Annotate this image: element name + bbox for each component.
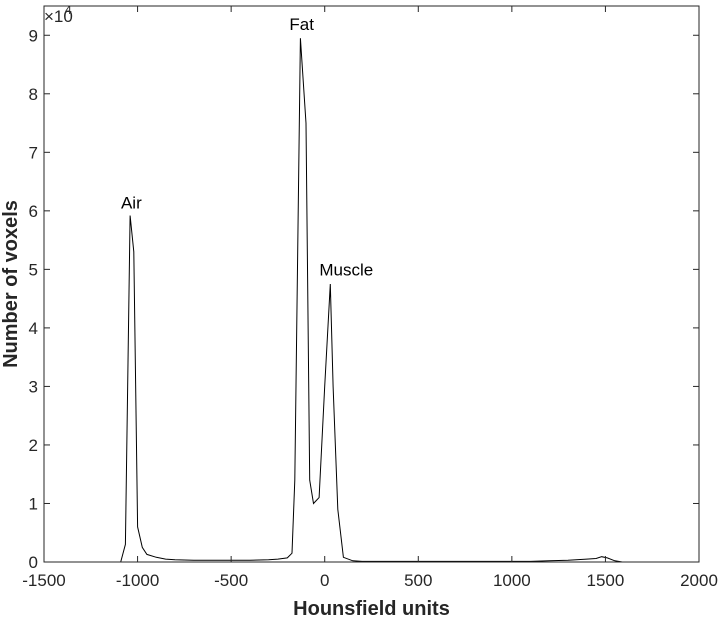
peak-annotation: Air [121,194,142,213]
y-axis-label: Number of voxels [0,200,22,368]
x-tick-label: -1000 [116,571,159,590]
y-exponent-power: 4 [65,3,72,17]
x-tick-label: 2000 [680,571,718,590]
peak-annotation: Fat [289,15,314,34]
x-tick-label: 0 [320,571,329,590]
plot-area-frame [43,5,700,563]
x-axis-label: Hounsfield units [293,598,450,620]
y-tick-label: 9 [29,26,38,45]
y-tick-label: 2 [29,436,38,455]
x-tick-label: 1500 [587,571,625,590]
histogram-line-0 [120,38,623,563]
y-tick-label: 8 [29,85,38,104]
y-tick-label: 3 [29,377,38,396]
x-tick-label: 500 [404,571,432,590]
y-tick-label: 1 [29,494,38,513]
x-tick-label: 1000 [493,571,531,590]
peak-annotation: Muscle [319,260,373,279]
y-tick-label: 0 [29,553,38,572]
y-tick-label: 4 [29,319,38,338]
y-exponent-base: ×10 [44,7,73,26]
y-tick-label: 7 [29,143,38,162]
x-tick-label: -1500 [22,571,65,590]
y-tick-label: 5 [29,260,38,279]
x-tick-label: -500 [214,571,248,590]
y-tick-label: 6 [29,202,38,221]
